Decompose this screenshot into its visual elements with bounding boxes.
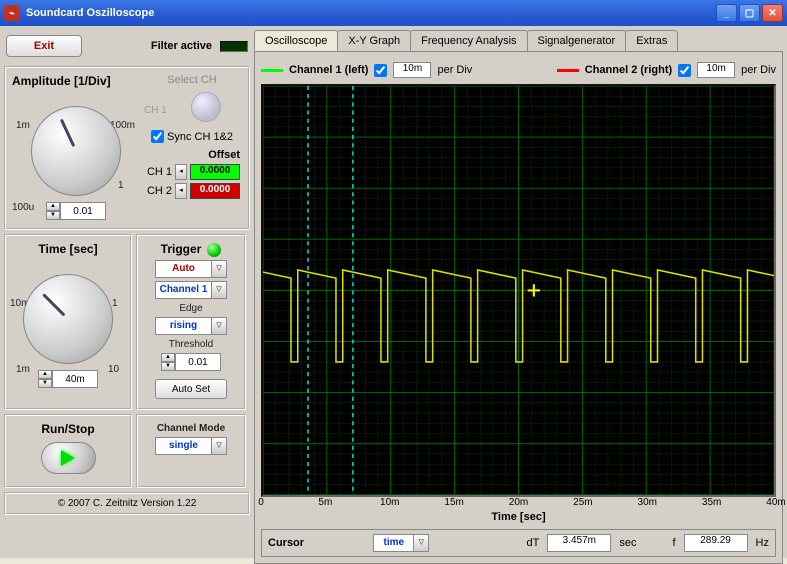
ch1-perdiv: per Div [437,64,472,76]
time-spinner[interactable]: ▲▼ [38,370,52,388]
ch2-label: Channel 2 (right) [585,64,672,76]
x-tick: 30m [638,497,657,508]
amp-tick-1: 1 [118,180,124,191]
x-axis-title: Time [sec] [261,511,776,523]
ch1-offset-spin[interactable]: ◂ [175,164,187,180]
ch-select-knob[interactable] [191,92,221,122]
ch1-label: Channel 1 (left) [289,64,368,76]
x-tick: 10m [380,497,399,508]
ch2-enable-checkbox[interactable] [678,64,691,77]
threshold-value[interactable] [175,353,221,371]
x-tick: 35m [702,497,721,508]
x-tick: 20m [509,497,528,508]
run-stop-button[interactable] [41,442,96,474]
maximize-button[interactable]: ▢ [739,4,760,22]
run-panel: Run/Stop [4,414,132,488]
close-button[interactable]: ✕ [762,4,783,22]
ch1-offset-label: CH 1 [147,166,172,178]
ch2-color-swatch [557,69,579,72]
autoset-button[interactable]: Auto Set [155,379,227,399]
f-value: 289.29 [684,534,748,552]
filter-indicator [220,41,248,52]
offset-title: Offset [144,149,240,161]
ch1-knob-label: CH 1 [144,105,167,116]
tab-extras[interactable]: Extras [625,30,678,51]
trigger-title: Trigger [161,242,202,256]
time-tick-1m: 1m [16,364,30,375]
ch2-offset-spin[interactable]: ◂ [175,183,187,199]
play-icon [61,450,75,466]
threshold-spinner[interactable]: ▲▼ [161,353,175,371]
amplitude-panel: Amplitude [1/Div] 10m 100m 1 100u 1m ▲▼ [4,66,250,230]
edge-label: Edge [179,303,202,314]
trigger-mode-select[interactable]: Auto▽ [155,260,227,278]
amp-tick-100u: 100u [12,202,34,213]
ch1-color-swatch [261,69,283,72]
trigger-panel: Trigger Auto▽ Channel 1▽ Edge rising▽ Th… [136,234,246,410]
filter-active-label: Filter active [151,40,212,52]
app-icon: ⌁ [4,5,20,21]
x-tick: 40m [766,497,785,508]
amplitude-dial[interactable] [31,106,121,196]
tab-oscilloscope[interactable]: Oscilloscope [254,30,338,51]
trigger-channel-select[interactable]: Channel 1▽ [155,281,227,299]
copyright-label: © 2007 C. Zeitnitz Version 1.22 [4,492,250,515]
window-title: Soundcard Oszilloscope [26,7,716,19]
time-dial[interactable] [23,274,113,364]
f-label: f [672,537,675,549]
scope-display[interactable] [261,84,776,497]
x-tick: 0 [258,497,264,508]
x-axis: Time [sec] 05m10m15m20m25m30m35m40m [261,497,776,525]
trigger-edge-select[interactable]: rising▽ [155,317,227,335]
run-title: Run/Stop [12,422,124,436]
ch2-offset-value[interactable]: 0.0000 [190,183,240,199]
tab-frequency[interactable]: Frequency Analysis [410,30,527,51]
ch2-perdiv: per Div [741,64,776,76]
trigger-led [207,243,221,257]
channel-mode-panel: Channel Mode single▽ [136,414,246,488]
amp-tick-1m: 1m [16,120,30,131]
time-value[interactable] [52,370,98,388]
dt-value: 3.457m [547,534,611,552]
cursor-label: Cursor [268,537,304,549]
channel-mode-label: Channel Mode [157,423,225,434]
tab-xy[interactable]: X-Y Graph [337,30,411,51]
time-tick-10: 10 [108,364,119,375]
x-tick: 15m [444,497,463,508]
threshold-label: Threshold [169,339,213,350]
scope-canvas [263,86,774,495]
cursor-mode-select[interactable]: time▽ [373,534,429,552]
f-unit: Hz [756,537,769,549]
time-title: Time [sec] [12,242,124,256]
amplitude-value[interactable] [60,202,106,220]
dt-unit: sec [619,537,636,549]
ch1-div-value[interactable]: 10m [393,62,431,78]
select-ch-label: Select CH [144,74,240,86]
tab-signalgen[interactable]: Signalgenerator [527,30,627,51]
ch1-offset-value[interactable]: 0.0000 [190,164,240,180]
minimize-button[interactable]: _ [716,4,737,22]
cursor-bar: Cursor time▽ dT 3.457m sec f 289.29 Hz [261,529,776,557]
ch2-offset-label: CH 2 [147,185,172,197]
x-tick: 5m [318,497,332,508]
x-tick: 25m [573,497,592,508]
time-tick-1: 1 [112,298,118,309]
sync-ch-checkbox[interactable] [151,130,164,143]
tab-bar: Oscilloscope X-Y Graph Frequency Analysi… [254,30,783,51]
titlebar: ⌁ Soundcard Oszilloscope _ ▢ ✕ [0,0,787,26]
dt-label: dT [527,537,540,549]
amplitude-title: Amplitude [1/Div] [12,74,140,88]
sync-ch-label: Sync CH 1&2 [167,131,233,143]
ch2-div-value[interactable]: 10m [697,62,735,78]
exit-button[interactable]: Exit [6,35,82,57]
ch1-enable-checkbox[interactable] [374,64,387,77]
amplitude-spinner[interactable]: ▲▼ [46,202,60,220]
channel-mode-select[interactable]: single▽ [155,437,227,455]
time-panel: Time [sec] 100m 1 10 1m 10m ▲▼ [4,234,132,410]
